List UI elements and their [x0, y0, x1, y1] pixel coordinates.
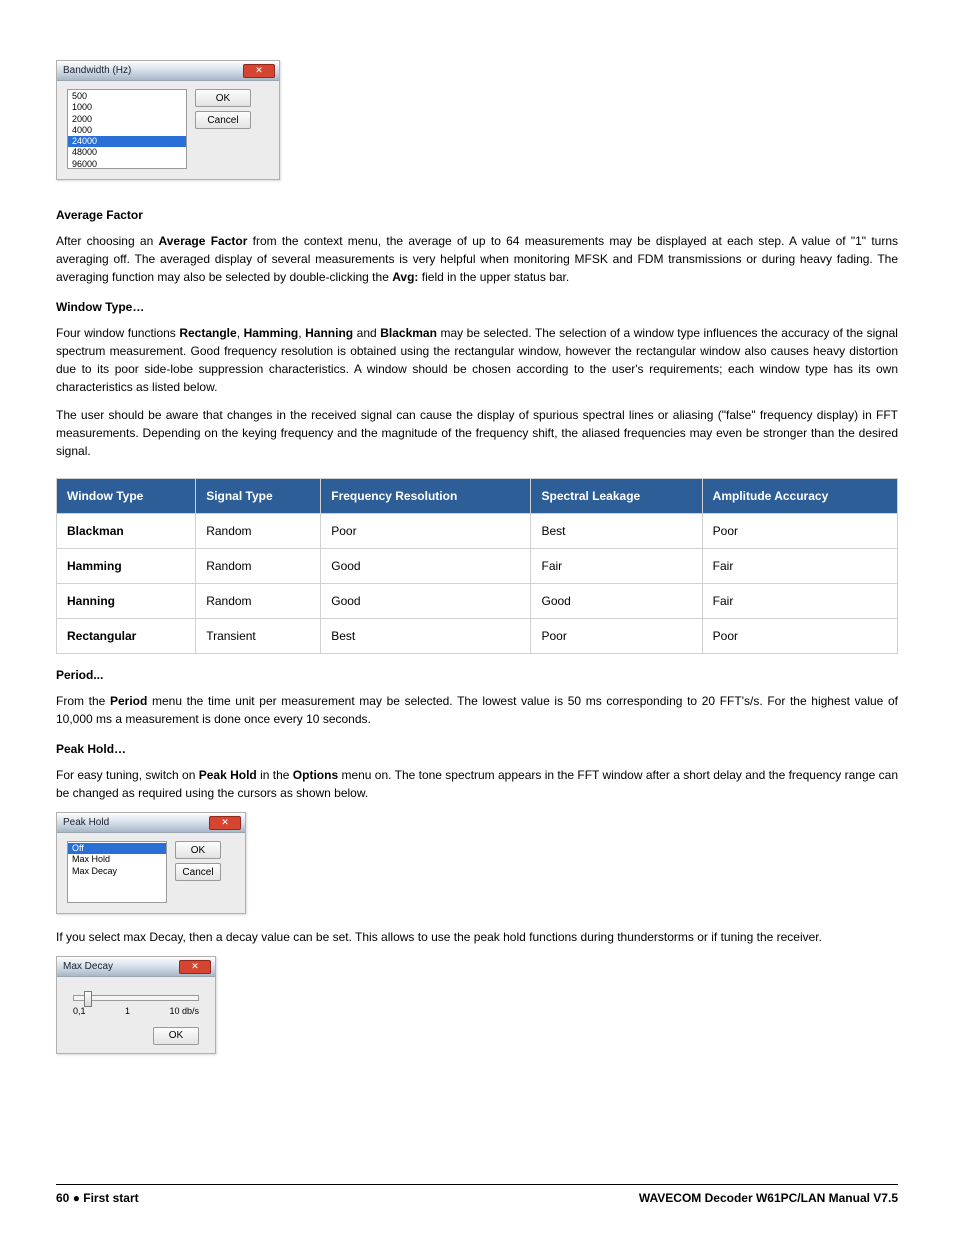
heading-period: Period... [56, 666, 898, 684]
window-type-table: Window Type Signal Type Frequency Resolu… [56, 478, 898, 654]
ok-button[interactable]: OK [195, 89, 251, 107]
dialog-title: Peak Hold [63, 815, 109, 830]
table-row: HammingRandomGoodFairFair [57, 549, 898, 584]
table-header: Spectral Leakage [531, 479, 702, 514]
list-item[interactable]: 48000 [68, 147, 186, 158]
close-icon[interactable]: ✕ [209, 816, 241, 830]
list-item[interactable]: 96000 [68, 159, 186, 170]
dialog-titlebar: Bandwidth (Hz) ✕ [57, 61, 279, 81]
table-header-row: Window Type Signal Type Frequency Resolu… [57, 479, 898, 514]
close-icon[interactable]: ✕ [243, 64, 275, 78]
table-row: RectangularTransientBestPoorPoor [57, 619, 898, 654]
paragraph: For easy tuning, switch on Peak Hold in … [56, 766, 898, 802]
paragraph: From the Period menu the time unit per m… [56, 692, 898, 728]
dialog-titlebar: Peak Hold ✕ [57, 813, 245, 833]
table-header: Amplitude Accuracy [702, 479, 897, 514]
list-item[interactable]: Max Decay [68, 866, 166, 877]
table-header: Signal Type [196, 479, 321, 514]
list-item[interactable]: 2000 [68, 114, 186, 125]
ok-button[interactable]: OK [175, 841, 221, 859]
heading-average-factor: Average Factor [56, 206, 898, 224]
cancel-button[interactable]: Cancel [195, 111, 251, 129]
decay-slider[interactable] [73, 995, 199, 1001]
slider-labels: 0,1 1 10 db/s [67, 1005, 205, 1021]
peak-hold-dialog: Peak Hold ✕ Off Max Hold Max Decay OK Ca… [56, 812, 246, 914]
heading-peak-hold: Peak Hold… [56, 740, 898, 758]
list-item[interactable]: 4000 [68, 125, 186, 136]
list-item[interactable]: 500 [68, 91, 186, 102]
list-item-selected[interactable]: Off [68, 843, 166, 854]
paragraph: Four window functions Rectangle, Hamming… [56, 324, 898, 396]
slider-thumb[interactable] [84, 991, 92, 1007]
footer-left: 60 ● First start [56, 1189, 139, 1207]
page-footer: 60 ● First start WAVECOM Decoder W61PC/L… [56, 1184, 898, 1207]
bandwidth-listbox[interactable]: 500 1000 2000 4000 24000 48000 96000 [67, 89, 187, 169]
paragraph: The user should be aware that changes in… [56, 406, 898, 460]
footer-right: WAVECOM Decoder W61PC/LAN Manual V7.5 [639, 1189, 898, 1207]
list-item[interactable]: 1000 [68, 102, 186, 113]
close-icon[interactable]: ✕ [179, 960, 211, 974]
ok-button[interactable]: OK [153, 1027, 199, 1045]
table-row: BlackmanRandomPoorBestPoor [57, 514, 898, 549]
max-decay-dialog: Max Decay ✕ 0,1 1 10 db/s OK [56, 956, 216, 1054]
paragraph: After choosing an Average Factor from th… [56, 232, 898, 286]
dialog-title: Max Decay [63, 959, 113, 974]
peak-hold-listbox[interactable]: Off Max Hold Max Decay [67, 841, 167, 903]
table-header: Frequency Resolution [321, 479, 531, 514]
dialog-title: Bandwidth (Hz) [63, 63, 131, 78]
cancel-button[interactable]: Cancel [175, 863, 221, 881]
heading-window-type: Window Type… [56, 298, 898, 316]
bandwidth-dialog: Bandwidth (Hz) ✕ 500 1000 2000 4000 2400… [56, 60, 280, 180]
list-item-selected[interactable]: 24000 [68, 136, 186, 147]
table-header: Window Type [57, 479, 196, 514]
paragraph: If you select max Decay, then a decay va… [56, 928, 898, 946]
dialog-titlebar: Max Decay ✕ [57, 957, 215, 977]
list-item[interactable]: Max Hold [68, 854, 166, 865]
table-row: HanningRandomGoodGoodFair [57, 584, 898, 619]
